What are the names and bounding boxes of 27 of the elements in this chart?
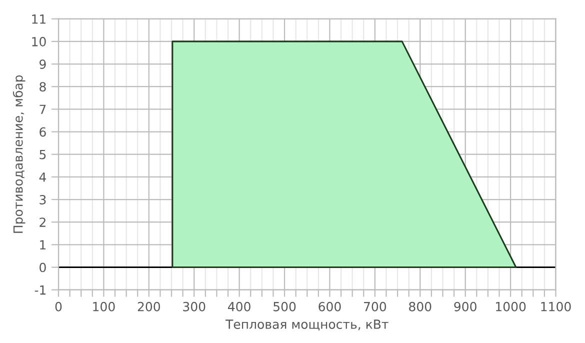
x-tick-label: 1000: [496, 302, 526, 312]
x-tick-label: 300: [183, 302, 206, 312]
x-tick-label: 700: [364, 302, 386, 312]
y-tick-label: 9: [40, 60, 46, 69]
x-tick-label: 200: [138, 302, 160, 312]
y-tick-label: 3: [40, 194, 46, 204]
y-tick-label: 10: [32, 36, 46, 46]
y-tick-label: 1: [40, 240, 46, 250]
x-tick-label: 400: [228, 302, 250, 312]
y-tick-label: 11: [32, 14, 46, 24]
x-tick-label: 500: [274, 302, 296, 312]
x-tick-label: 1100: [541, 302, 571, 312]
x-tick-label: 800: [409, 302, 432, 312]
y-tick-label: -1: [34, 285, 46, 295]
x-tick-label: 100: [93, 302, 115, 312]
x-tick-label: 600: [318, 302, 341, 312]
x-tick-label: 0: [55, 302, 62, 312]
y-axis-title: Противодавление, мбар: [12, 75, 26, 233]
x-axis-title: Тепловая мощность, кВт: [225, 320, 388, 331]
y-tick-label: 0: [40, 262, 46, 272]
y-tick-label: 5: [40, 150, 46, 160]
y-tick-label: 8: [40, 82, 46, 92]
y-tick-label: 7: [40, 104, 46, 114]
y-tick-label: 4: [39, 172, 46, 182]
x-tick-label: 900: [454, 302, 476, 312]
y-tick-label: 2: [40, 218, 46, 227]
y-tick-label: 6: [40, 127, 46, 137]
